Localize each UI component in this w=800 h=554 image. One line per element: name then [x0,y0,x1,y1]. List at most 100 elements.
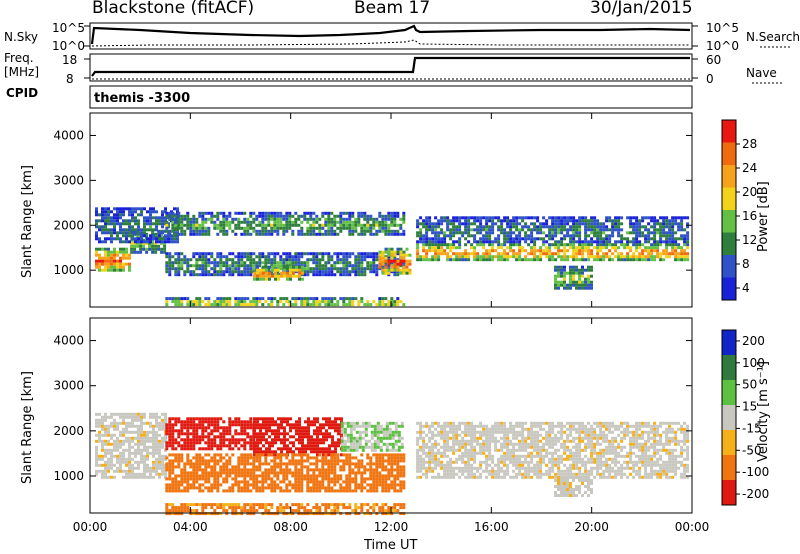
velocity-cell [252,486,256,490]
velocity-cell [168,441,172,445]
velocity-cell [140,454,143,458]
power-cell [635,249,639,253]
power-cell [237,211,241,215]
velocity-cell [285,456,289,460]
power-cell [183,229,187,233]
power-cell [222,232,226,236]
power-cell [620,234,624,238]
power-cell [171,267,175,271]
power-cell [155,237,158,241]
power-cell [584,237,588,241]
power-cell [482,225,486,229]
velocity-cell [357,512,361,516]
power-cell [638,258,642,262]
velocity-cell [122,430,125,434]
power-cell [315,226,319,230]
velocity-cell [349,433,353,437]
velocity-cell [204,465,208,469]
velocity-cell [280,417,283,421]
velocity-cell [366,456,370,460]
power-cell [680,234,684,238]
velocity-cell [186,420,190,424]
velocity-cell [379,424,383,428]
velocity-cell [364,427,368,431]
power-cell [318,303,322,307]
velocity-cell [416,466,420,470]
velocity-cell [165,456,169,460]
power-cell [686,246,690,250]
power-cell [599,249,603,253]
power-cell [548,255,552,259]
power-cell [602,237,606,241]
velocity-cell [116,427,119,431]
power-cell [653,228,657,232]
power-cell [578,268,581,272]
power-cell [470,252,474,256]
power-cell [536,228,540,232]
velocity-cell [402,471,406,475]
velocity-cell [360,477,364,481]
power-cell [249,258,253,262]
power-cell [276,252,280,256]
velocity-cell [189,459,193,463]
power-cell [440,240,444,244]
velocity-cell [186,432,190,436]
power-cell [363,226,367,230]
power-cell [419,237,423,241]
velocity-cell [273,512,277,516]
velocity-cell [189,483,193,487]
power-cell [557,268,560,272]
velocity-cell [276,509,280,513]
power-cell [291,214,295,218]
velocity-cell [174,438,178,442]
power-cell [171,255,175,259]
power-cell [146,237,149,241]
power-cell [288,211,292,215]
power-cell [593,225,597,229]
velocity-cell [342,486,346,490]
velocity-cell [291,459,295,463]
power-cell [285,258,289,262]
power-cell [285,297,289,301]
power-cell [593,246,597,250]
velocity-cell [243,456,247,460]
velocity-cell [297,506,301,510]
velocity-cell [134,448,137,452]
power-cell [228,297,232,301]
power-cell [605,246,609,250]
velocity-cell [165,512,169,516]
power-cell [384,232,388,236]
power-cell [659,216,663,220]
power-cell [259,271,262,275]
power-cell [283,271,286,275]
power-cell [686,234,690,238]
power-cell [268,277,271,281]
power-cell [590,228,594,232]
velocity-cell [134,472,137,476]
power-cell [161,213,164,217]
power-cell [195,252,199,256]
power-cell [336,300,340,304]
power-cell [428,240,432,244]
power-cell [122,250,125,254]
velocity-cell [222,477,226,481]
velocity-cell [168,483,172,487]
power-cell [204,217,208,221]
velocity-cell [325,432,328,436]
power-cell [192,229,196,233]
velocity-cell [210,474,214,478]
power-cell [467,240,471,244]
velocity-cell [198,438,202,442]
velocity-cell [252,462,256,466]
power-cell [101,240,104,244]
velocity-cell [309,489,313,493]
velocity-cell [192,456,196,460]
velocity-cell [333,471,337,475]
power-cell [488,237,492,241]
velocity-cell [375,459,379,463]
power-cell [137,228,140,232]
power-cell [575,225,579,229]
power-cell [521,216,525,220]
velocity-cell [295,423,298,427]
power-cell [195,300,199,304]
